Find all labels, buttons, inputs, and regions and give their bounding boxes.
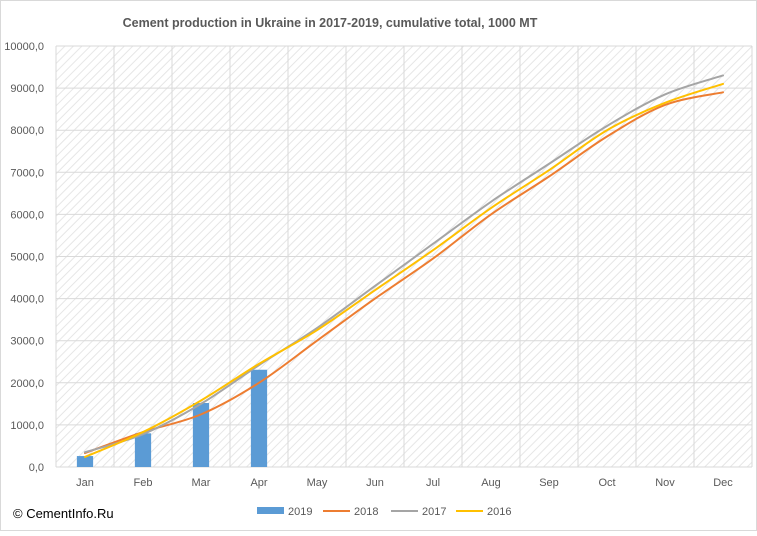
x-tick-label: Dec <box>713 477 733 489</box>
line-2016 <box>84 82 724 458</box>
y-tick-label: 3000,0 <box>10 336 44 348</box>
x-axis-ticks: Jan Feb Mar Apr May Jun Jul Aug Sep Oct Nov Dec <box>76 477 733 489</box>
gridlines <box>55 45 753 468</box>
x-tick-label: Mar <box>192 477 211 489</box>
legend-label-2019: 2019 <box>288 506 312 518</box>
bar-series <box>76 369 268 467</box>
y-tick-label: 4000,0 <box>10 294 44 306</box>
x-tick-label: Jun <box>366 477 384 489</box>
x-tick-label: Jul <box>426 477 440 489</box>
bar-2019-Feb <box>134 433 152 467</box>
line-series <box>84 74 724 458</box>
legend: 2019 2018 2017 2016 <box>257 506 511 518</box>
bar-2019-Apr <box>250 369 268 467</box>
y-tick-label: 6000,0 <box>10 209 44 221</box>
y-tick-label: 8000,0 <box>10 125 44 137</box>
x-tick-label: Apr <box>250 477 267 489</box>
y-tick-label: 0,0 <box>29 462 44 474</box>
y-tick-label: 5000,0 <box>10 252 44 264</box>
watermark-text: © CementInfo.Ru <box>13 506 114 521</box>
x-tick-label: May <box>307 477 328 489</box>
y-tick-label: 10000,0 <box>4 41 44 53</box>
y-tick-label: 2000,0 <box>10 378 44 390</box>
y-tick-label: 1000,0 <box>10 420 44 432</box>
x-tick-label: Sep <box>539 477 559 489</box>
x-tick-label: Aug <box>481 477 501 489</box>
y-tick-label: 9000,0 <box>10 83 44 95</box>
y-axis-ticks: 0,0 1000,0 2000,0 3000,0 4000,0 5000,0 6000,0 7… <box>4 41 44 474</box>
x-tick-label: Feb <box>134 477 153 489</box>
y-tick-label: 7000,0 <box>10 167 44 179</box>
x-tick-label: Jan <box>76 477 94 489</box>
legend-swatch-2019 <box>257 507 284 514</box>
legend-label-2017: 2017 <box>422 506 446 518</box>
line-2018 <box>84 91 724 455</box>
line-2017 <box>84 74 724 454</box>
x-tick-label: Oct <box>598 477 615 489</box>
legend-label-2018: 2018 <box>354 506 378 518</box>
chart-title: Cement production in Ukraine in 2017-201… <box>123 16 538 30</box>
x-tick-label: Nov <box>655 477 675 489</box>
bar-2019-Mar <box>192 403 210 467</box>
legend-label-2016: 2016 <box>487 506 511 518</box>
bar-2019-Jan <box>76 456 94 467</box>
